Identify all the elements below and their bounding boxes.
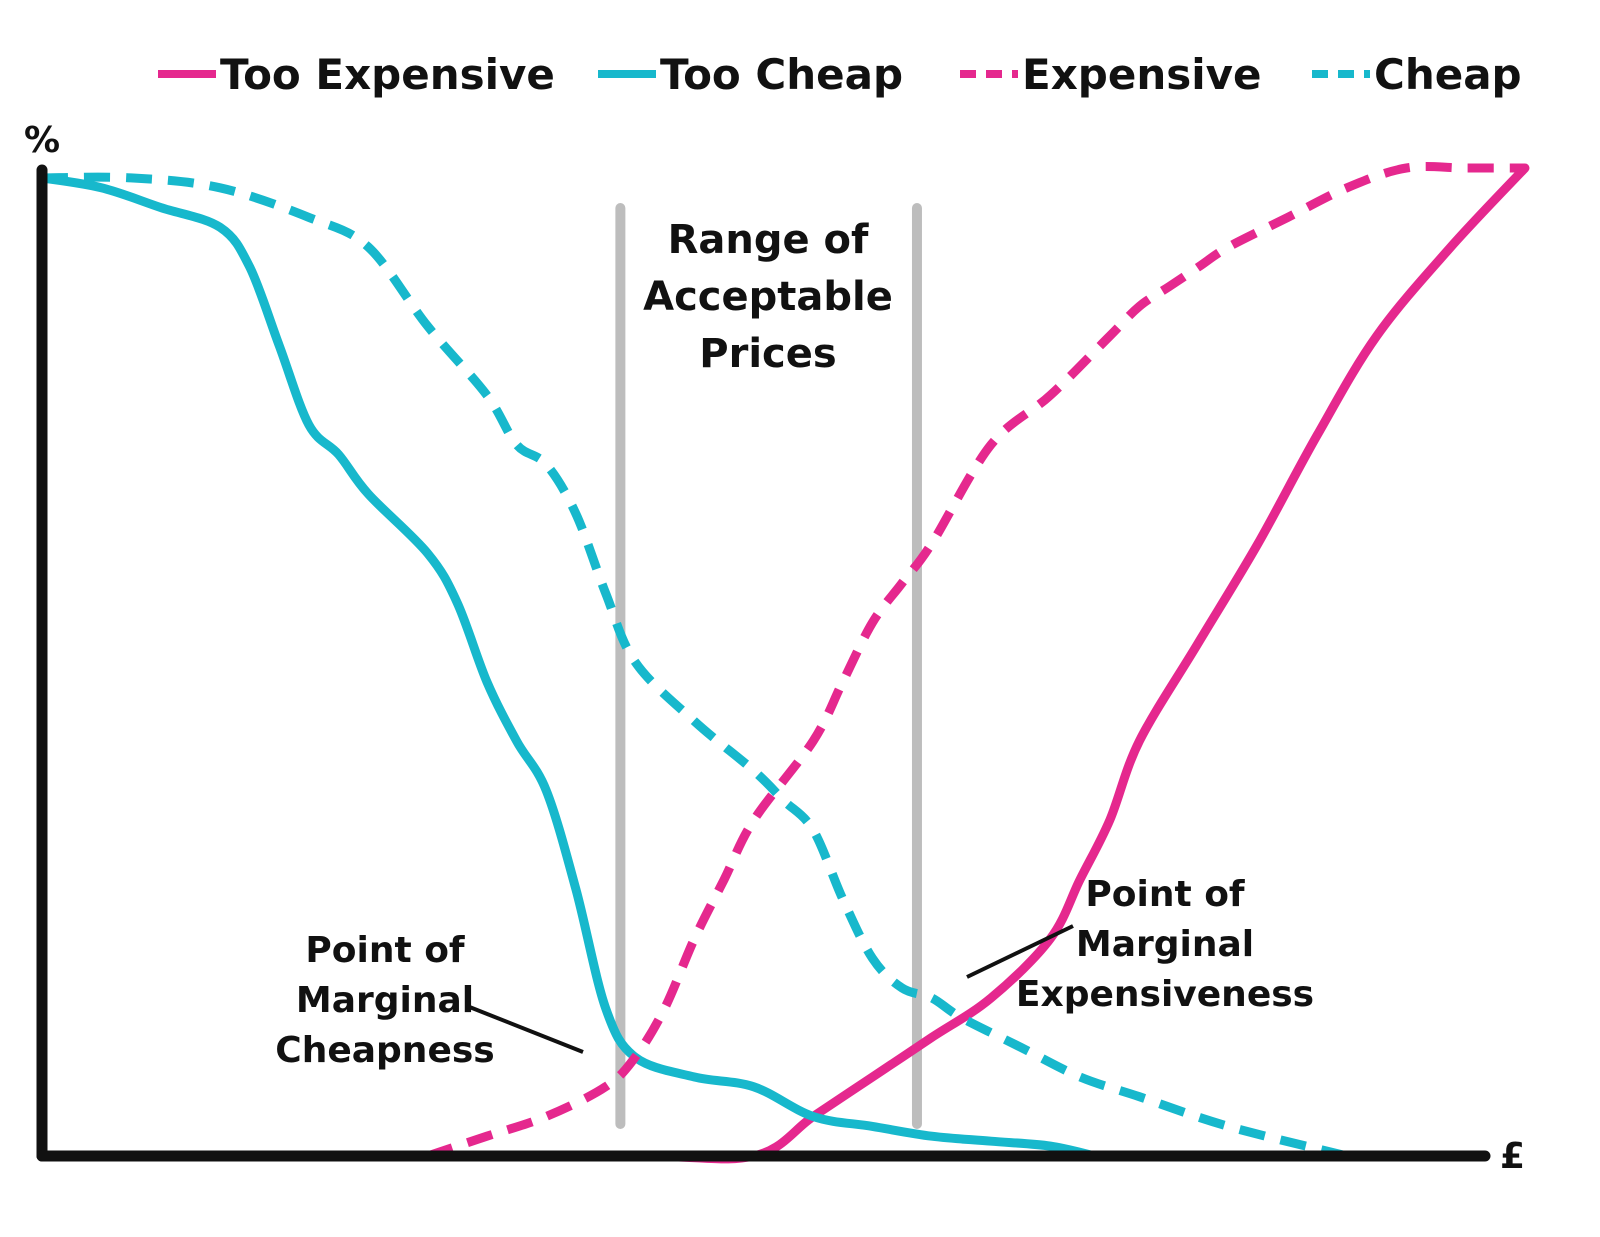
y-axis-label: %: [24, 120, 60, 161]
annotation-leader-line-1: [466, 1004, 584, 1054]
annotations: Range of Acceptable Prices Point of Marginal…: [275, 217, 1314, 1071]
series-line-cheap: [41, 172, 1349, 1161]
series-line-too-cheap: [37, 173, 1100, 1161]
acceptable-range-bands: [615, 203, 922, 1129]
axes: %£: [24, 120, 1525, 1177]
legend-label-too-cheap: Too Cheap: [660, 50, 903, 99]
series-line-expensive: [426, 162, 1525, 1161]
legend: Too Expensive Too Cheap Expensive Cheap: [158, 50, 1522, 99]
annotation-point-of-marginal-cheapness: Point of Marginal Cheapness: [275, 930, 494, 1071]
annotation-leader-line-2: [966, 924, 1074, 979]
legend-label-too-expensive: Too Expensive: [220, 50, 555, 99]
legend-label-cheap: Cheap: [1374, 50, 1522, 99]
legend-label-expensive: Expensive: [1022, 50, 1262, 99]
x-axis-label: £: [1500, 1136, 1525, 1177]
range-label: Range of Acceptable Prices: [643, 217, 893, 377]
annotation-point-of-marginal-expensiveness: Point of Marginal Expensiveness: [1016, 874, 1314, 1015]
